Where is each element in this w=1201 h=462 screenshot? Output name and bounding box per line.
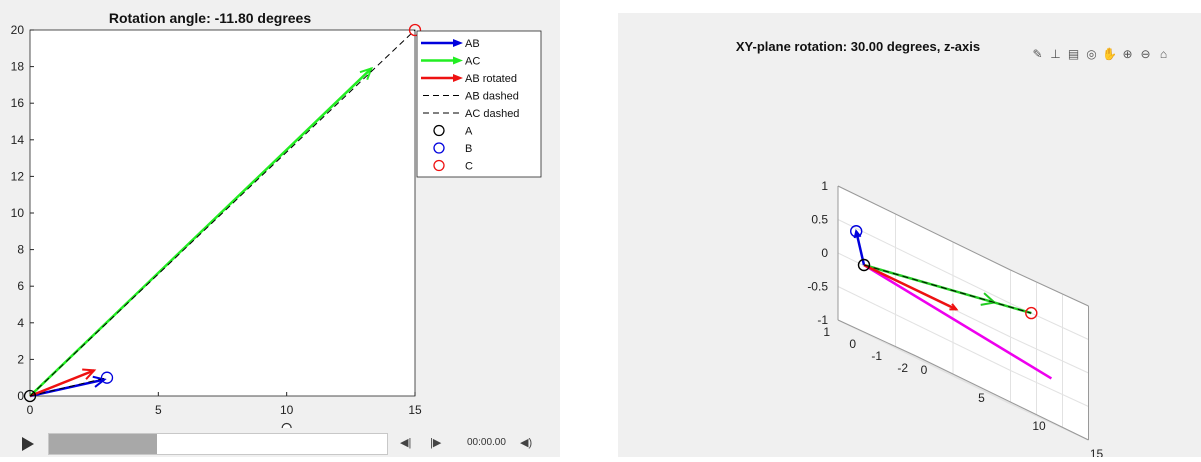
series-ab-rotated-arrowhead — [82, 368, 97, 380]
marker-point-b — [100, 371, 114, 384]
y-tick-label: 0 — [17, 389, 24, 403]
grid-line — [837, 219, 1011, 304]
chart-3d: XY-plane rotation: 30.00 degrees, z-axis… — [736, 39, 1104, 461]
volume-icon[interactable]: ◀) — [520, 437, 533, 449]
legend-label-ab-rotated: AB rotated — [465, 73, 517, 85]
y-tick-label: 16 — [11, 96, 25, 110]
brush-icon[interactable]: ✎ — [1032, 47, 1043, 61]
legend-swatch-a — [433, 124, 445, 137]
series-ab-dashed-line — [29, 377, 108, 397]
grid-line — [889, 343, 1063, 429]
grid-line — [1010, 370, 1089, 407]
x-tick-label: 0 — [27, 403, 34, 417]
y-tick-label: 1 — [823, 325, 830, 339]
y-tick-label: 12 — [11, 169, 25, 183]
pan-icon[interactable]: ✋ — [1102, 47, 1117, 61]
media-player-bar: ◀| |▶ 00:00.00 ◀) — [0, 428, 560, 457]
home-icon[interactable]: ⌂ — [1159, 47, 1168, 61]
series-ab-arrowhead — [92, 375, 107, 388]
chart-2d: Rotation angle: -11.80 degrees 0 5 10 15 0 2 4… — [11, 10, 542, 434]
x-tick-label: 5 — [978, 391, 985, 405]
y-tick-label: 18 — [11, 60, 25, 74]
progress-fill — [49, 434, 158, 454]
vector-arrow-3d — [863, 263, 957, 311]
axis-edge — [1010, 269, 1089, 307]
legend-label-ab-dashed: AB dashed — [465, 91, 519, 103]
y-tick-label: 2 — [17, 352, 24, 366]
vector-arrowhead-3d — [853, 229, 862, 239]
z-tick-label: 0.5 — [811, 213, 828, 227]
legend-icon[interactable]: ▤ — [1067, 47, 1080, 61]
legend-swatch-b — [433, 142, 445, 154]
grid-line — [1010, 336, 1089, 374]
series-ac-arrowhead — [359, 66, 374, 81]
data-tips-icon[interactable]: ⊥ — [1050, 47, 1061, 61]
y-tick-label: -1 — [871, 349, 882, 363]
left-figure-panel: Rotation angle: -11.80 degrees 0 5 10 15 0 2 4… — [0, 0, 560, 457]
y-tick-label: 14 — [11, 133, 25, 147]
legend-swatch-c — [433, 159, 445, 172]
right-figure-panel: XY-plane rotation: 30.00 degrees, z-axis… — [618, 13, 1201, 461]
time-readout: 00:00.00 — [467, 437, 506, 448]
chart-title: Rotation angle: -11.80 degrees — [109, 10, 311, 26]
vector-arrowhead-3d — [949, 303, 959, 311]
series-ab-rotated-arrow — [29, 369, 95, 398]
grid-line — [837, 319, 1011, 405]
rotate-3d-icon[interactable]: ◎ — [1086, 47, 1097, 61]
x-tick-label: 10 — [280, 403, 294, 417]
axis-edge — [837, 185, 1011, 271]
step-back-icon[interactable]: ◀| — [400, 437, 412, 449]
y-tick-label: 6 — [17, 279, 24, 293]
axis-edge — [915, 355, 1089, 441]
y-tick-label: 10 — [11, 206, 25, 220]
z-tick-label: 1 — [821, 179, 828, 193]
y-tick-label: 20 — [11, 23, 25, 37]
legend-label-ab: AB — [465, 38, 480, 50]
z-tick-label: 0 — [821, 246, 828, 260]
axes-toolbar: ✎ ⊥ ▤ ◎ ✋ ⊕ ⊖ ⌂ — [1029, 46, 1172, 64]
y-tick-label: -2 — [897, 361, 908, 375]
vector-line-3d — [863, 263, 1053, 380]
legend-label-ac-dashed: AC dashed — [465, 108, 519, 120]
grid-line — [1010, 303, 1089, 340]
x-tick-label: 15 — [408, 403, 422, 417]
progress-track[interactable] — [48, 433, 388, 455]
marker-point-3d — [849, 225, 863, 238]
x-tick-label: 5 — [155, 403, 162, 417]
play-button[interactable] — [22, 437, 34, 451]
x-tick-label: 15 — [1090, 447, 1104, 457]
zoom-out-icon[interactable]: ⊖ — [1140, 47, 1151, 61]
grid-line — [863, 331, 1037, 417]
step-forward-icon[interactable]: |▶ — [430, 437, 442, 449]
chart-title-3d: XY-plane rotation: 30.00 degrees, z-axis — [736, 39, 980, 54]
marker-point-c — [408, 23, 422, 37]
legend-box — [416, 30, 542, 178]
zoom-in-icon[interactable]: ⊕ — [1122, 47, 1133, 61]
legend-arrowhead-ab-rotated — [453, 74, 463, 82]
marker-point-a — [23, 389, 37, 403]
y-tick-label: 8 — [17, 243, 24, 257]
z-tick-label: -1 — [817, 313, 828, 327]
grid-line — [837, 286, 1011, 371]
y-tick-label: 4 — [17, 316, 24, 330]
legend-label-c: C — [465, 161, 473, 173]
y-tick-label: 0 — [849, 337, 856, 351]
z-tick-label: -0.5 — [807, 280, 828, 294]
marker-point-3d — [1025, 306, 1038, 320]
axis-edge — [837, 319, 917, 357]
legend-arrowhead-ab — [453, 39, 463, 47]
legend-arrowhead-ac — [453, 56, 463, 65]
series-ac-arrow — [29, 67, 373, 397]
marker-point-3d — [857, 258, 871, 272]
series-ac-dashed-line — [29, 29, 416, 397]
x-tick-label: 0 — [921, 363, 928, 377]
legend-label-ac: AC — [465, 56, 480, 68]
x-tick-label: 10 — [1032, 419, 1046, 433]
legend-label-a: A — [465, 126, 473, 138]
legend-label-b: B — [465, 143, 472, 155]
vector-dashed-3d — [863, 264, 1032, 314]
